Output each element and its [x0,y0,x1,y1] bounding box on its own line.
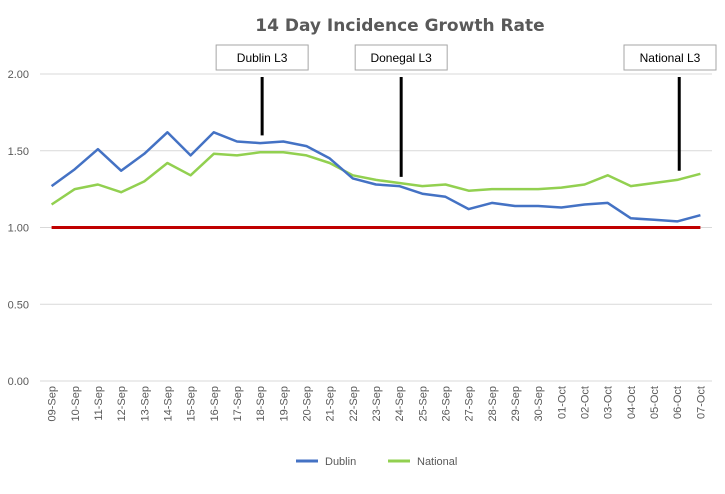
x-tick-label: 24-Sep [394,386,406,421]
x-tick-label: 07-Oct [695,386,707,419]
legend-label: National [417,456,457,468]
x-tick-label: 16-Sep [209,386,221,421]
x-tick-label: 18-Sep [255,386,267,421]
annotation-box [623,44,717,71]
x-tick-label: 26-Sep [441,386,453,421]
chart-title: 14 Day Incidence Growth Rate [255,16,544,36]
x-tick-label: 05-Oct [649,386,661,419]
y-tick-label: 1.00 [8,223,29,235]
x-tick-label: 02-Oct [580,386,592,419]
x-tick-label: 09-Sep [47,386,59,421]
y-tick-label: 2.00 [8,69,29,81]
annotation-label: Dublin L3 [237,51,288,65]
x-tick-label: 15-Sep [186,386,198,421]
x-tick-label: 21-Sep [325,386,337,421]
annotation-box [215,44,309,71]
series-lines [50,131,701,223]
x-tick-label: 06-Oct [672,386,684,419]
x-tick-label: 17-Sep [232,386,244,421]
annotation-label: Donegal L3 [370,51,432,65]
y-tick-label: 0.00 [8,376,29,388]
y-tick-label: 1.50 [8,146,29,158]
annotation-label: National L3 [640,51,701,65]
y-axis-ticks: 0.00 0.50 1.00 1.50 2.00 [8,69,29,388]
x-tick-label: 22-Sep [348,386,360,421]
x-tick-label: 01-Oct [556,386,568,419]
x-tick-label: 30-Sep [533,386,545,421]
series-line-dublin [50,131,701,223]
x-tick-label: 10-Sep [70,386,82,421]
x-tick-label: 04-Oct [626,386,638,419]
x-axis-ticks: 09-Sep 10-Sep 11-Sep 12-Sep 13-Sep 14-Sep 15-S… [47,386,708,421]
annotations: Dublin L3 Donegal L3 National L3 [215,44,717,177]
x-tick-label: 27-Sep [464,386,476,421]
x-tick-label: 19-Sep [278,386,290,421]
x-tick-label: 12-Sep [116,386,128,421]
x-tick-label: 20-Sep [301,386,313,421]
annotation-box [354,44,448,71]
x-tick-label: 13-Sep [139,386,151,421]
legend-label: Dublin [325,456,356,468]
x-tick-label: 23-Sep [371,386,383,421]
x-tick-label: 03-Oct [603,386,615,419]
x-tick-label: 28-Sep [487,386,499,421]
y-tick-label: 0.50 [8,299,29,311]
series-line-national [50,151,701,206]
x-tick-label: 14-Sep [162,386,174,421]
legend: Dublin National [296,456,457,468]
x-tick-label: 25-Sep [417,386,429,421]
x-tick-label: 11-Sep [93,386,105,421]
x-tick-label: 29-Sep [510,386,522,421]
